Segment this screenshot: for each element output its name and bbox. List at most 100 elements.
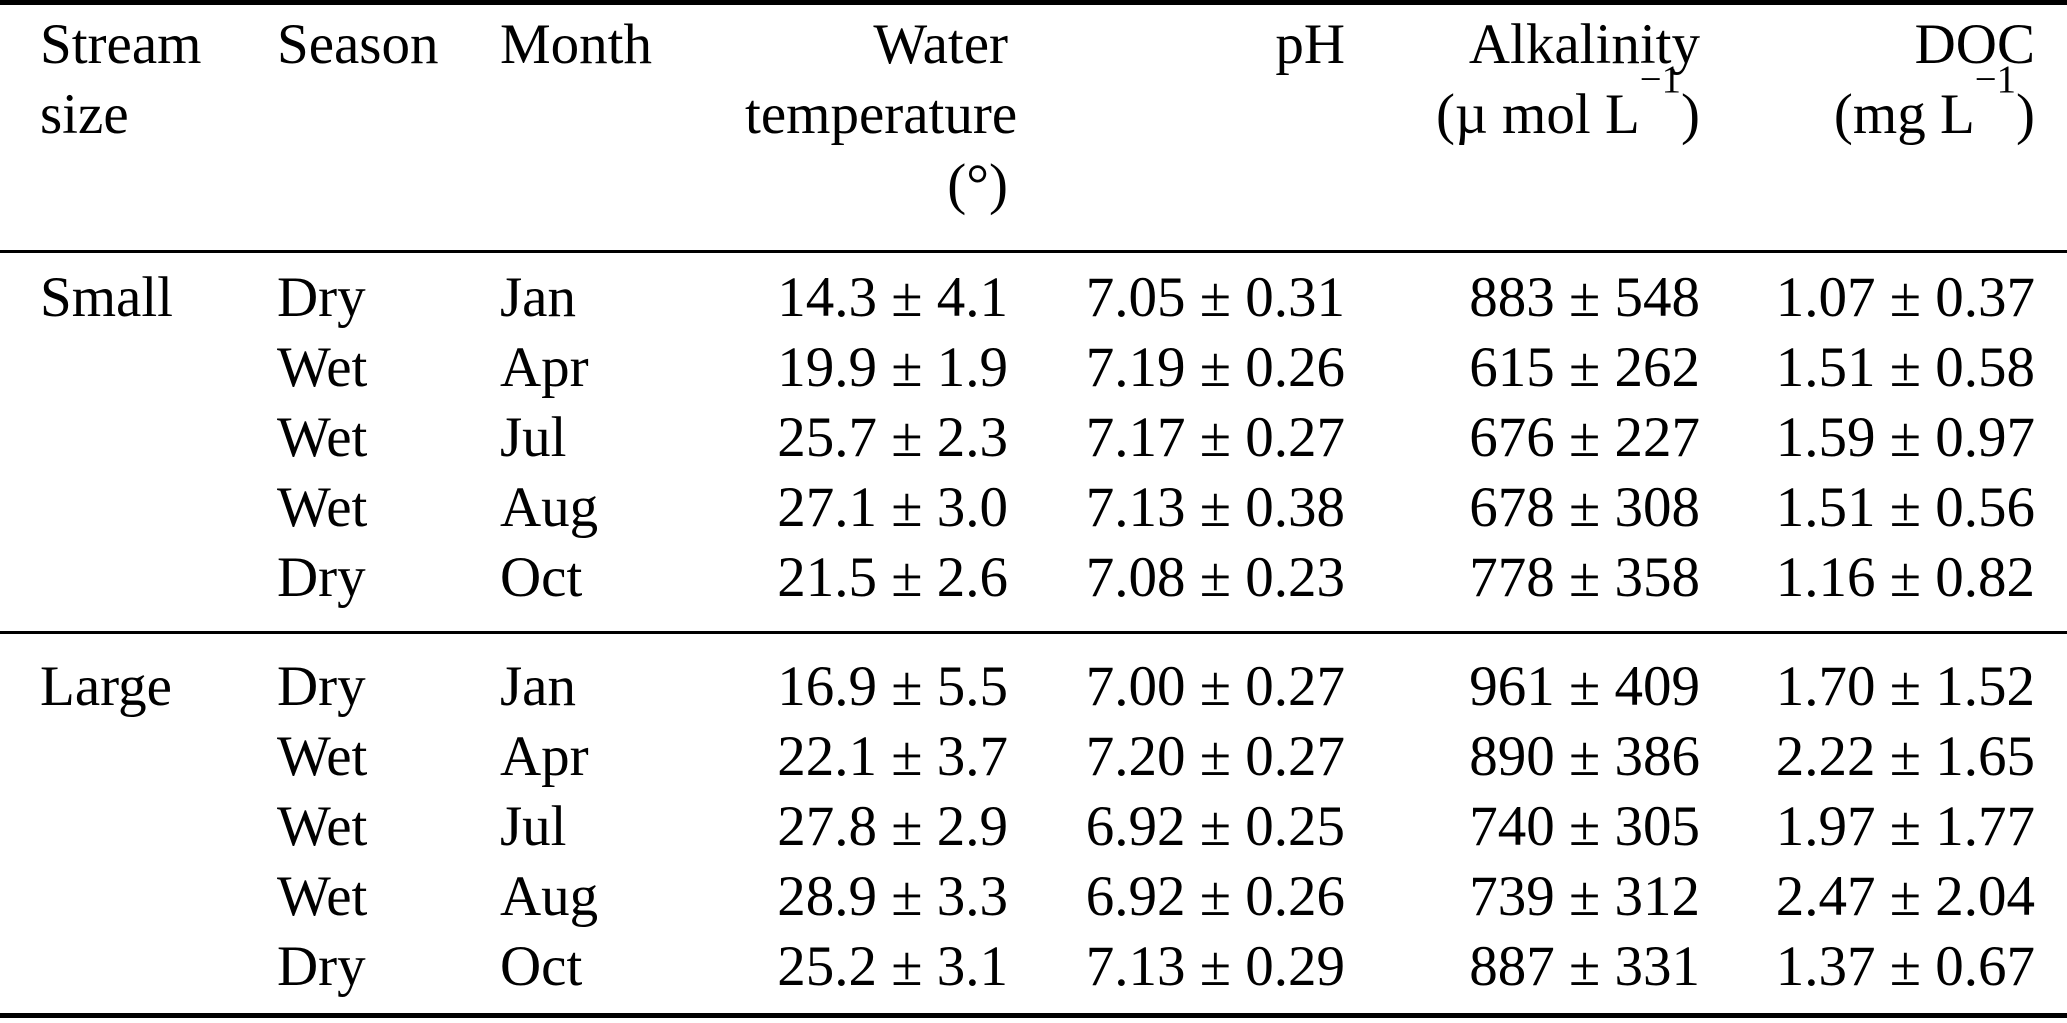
- cell-ph: 7.17 ± 0.27: [1085, 406, 1345, 469]
- cell-water-temperature: 25.2 ± 3.1: [777, 935, 1008, 998]
- doc-unit: (mg L: [1833, 83, 1975, 146]
- table-row: Wet Jul 27.8 ± 2.9 6.92 ± 0.25 740 ± 305…: [0, 792, 2067, 862]
- cell-month: Apr: [500, 336, 589, 399]
- doc-unit-close: ): [2016, 83, 2035, 146]
- cell-doc: 1.16 ± 0.82: [1775, 546, 2035, 609]
- group-large: Large Dry Jan 16.9 ± 5.5 7.00 ± 0.27 961…: [0, 633, 2067, 1016]
- col-header-stream-size: Stream size: [40, 13, 202, 146]
- table-row: Large Dry Jan 16.9 ± 5.5 7.00 ± 0.27 961…: [0, 633, 2067, 723]
- cell-alkalinity: 615 ± 262: [1469, 336, 1700, 399]
- group-small: Small Dry Jan 14.3 ± 4.1 7.05 ± 0.31 883…: [0, 252, 2067, 633]
- cell-doc: 1.07 ± 0.37: [1775, 266, 2035, 329]
- table-row: Wet Aug 27.1 ± 3.0 7.13 ± 0.38 678 ± 308…: [0, 473, 2067, 543]
- cell-doc: 1.51 ± 0.58: [1775, 336, 2035, 399]
- cell-doc: 1.97 ± 1.77: [1775, 795, 2035, 858]
- cell-month: Jul: [500, 795, 567, 858]
- table-row: Dry Oct 25.2 ± 3.1 7.13 ± 0.29 887 ± 331…: [0, 932, 2067, 1016]
- cell-water-temperature: 27.1 ± 3.0: [777, 476, 1008, 539]
- cell-stream-size: [0, 333, 277, 403]
- cell-stream-size: [0, 932, 277, 1016]
- cell-stream-size: [0, 722, 277, 792]
- cell-ph: 7.13 ± 0.29: [1085, 935, 1345, 998]
- cell-stream-size: Small: [40, 266, 174, 329]
- col-header-doc: DOC (mg L−1): [1700, 3, 2067, 252]
- cell-ph: 6.92 ± 0.25: [1085, 795, 1345, 858]
- cell-stream-size: Large: [40, 655, 172, 718]
- alkalinity-label: Alkalinity: [1468, 13, 1700, 76]
- table-row: Wet Apr 19.9 ± 1.9 7.19 ± 0.26 615 ± 262…: [0, 333, 2067, 403]
- cell-water-temperature: 14.3 ± 4.1: [777, 266, 1008, 329]
- cell-water-temperature: 27.8 ± 2.9: [777, 795, 1008, 858]
- col-header-season: Season: [277, 13, 439, 76]
- cell-month: Jan: [500, 655, 576, 718]
- table-row: Wet Apr 22.1 ± 3.7 7.20 ± 0.27 890 ± 386…: [0, 722, 2067, 792]
- cell-stream-size: [0, 543, 277, 633]
- cell-ph: 7.08 ± 0.23: [1085, 546, 1345, 609]
- cell-season: Dry: [277, 266, 366, 329]
- cell-season: Wet: [277, 476, 368, 539]
- cell-month: Oct: [500, 935, 583, 998]
- alkalinity-unit-close: ): [1681, 83, 1700, 146]
- col-header-ph: pH: [1275, 13, 1345, 76]
- cell-season: Wet: [277, 725, 368, 788]
- cell-water-temperature: 28.9 ± 3.3: [777, 865, 1008, 928]
- cell-water-temperature: 19.9 ± 1.9: [777, 336, 1008, 399]
- cell-month: Apr: [500, 725, 589, 788]
- cell-stream-size: [0, 403, 277, 473]
- cell-month: Aug: [500, 476, 599, 539]
- cell-doc: 2.22 ± 1.65: [1775, 725, 2035, 788]
- cell-ph: 7.20 ± 0.27: [1085, 725, 1345, 788]
- table-row: Small Dry Jan 14.3 ± 4.1 7.05 ± 0.31 883…: [0, 252, 2067, 334]
- cell-month: Jul: [500, 406, 567, 469]
- cell-month: Oct: [500, 546, 583, 609]
- cell-alkalinity: 778 ± 358: [1469, 546, 1700, 609]
- cell-ph: 6.92 ± 0.26: [1085, 865, 1345, 928]
- doc-unit-exponent: −1: [1974, 57, 2017, 101]
- cell-season: Wet: [277, 795, 368, 858]
- cell-month: Jan: [500, 266, 576, 329]
- doc-label: DOC: [1914, 13, 2035, 76]
- cell-season: Wet: [277, 865, 368, 928]
- alkalinity-unit-exponent: −1: [1639, 57, 1682, 101]
- cell-alkalinity: 890 ± 386: [1469, 725, 1700, 788]
- cell-stream-size: [0, 862, 277, 932]
- col-header-month: Month: [500, 13, 653, 76]
- table-row: Wet Aug 28.9 ± 3.3 6.92 ± 0.26 739 ± 312…: [0, 862, 2067, 932]
- cell-water-temperature: 21.5 ± 2.6: [777, 546, 1008, 609]
- cell-alkalinity: 883 ± 548: [1469, 266, 1700, 329]
- table-row: Dry Oct 21.5 ± 2.6 7.08 ± 0.23 778 ± 358…: [0, 543, 2067, 633]
- table-row: Wet Jul 25.7 ± 2.3 7.17 ± 0.27 676 ± 227…: [0, 403, 2067, 473]
- cell-doc: 1.37 ± 0.67: [1775, 935, 2035, 998]
- cell-doc: 1.70 ± 1.52: [1775, 655, 2035, 718]
- cell-season: Dry: [277, 935, 366, 998]
- col-header-water-temperature: Water temperature (°): [745, 13, 1018, 216]
- cell-water-temperature: 25.7 ± 2.3: [777, 406, 1008, 469]
- cell-stream-size: [0, 473, 277, 543]
- cell-season: Wet: [277, 406, 368, 469]
- cell-stream-size: [0, 792, 277, 862]
- cell-alkalinity: 961 ± 409: [1469, 655, 1700, 718]
- cell-season: Dry: [277, 655, 366, 718]
- cell-alkalinity: 739 ± 312: [1469, 865, 1700, 928]
- cell-ph: 7.05 ± 0.31: [1085, 266, 1345, 329]
- cell-ph: 7.00 ± 0.27: [1085, 655, 1345, 718]
- col-header-alkalinity: Alkalinity (µ mol L−1): [1345, 3, 1700, 252]
- cell-water-temperature: 16.9 ± 5.5: [777, 655, 1008, 718]
- cell-season: Dry: [277, 546, 366, 609]
- header-row: Stream size Season Month Water temperatu…: [0, 3, 2067, 252]
- cell-ph: 7.19 ± 0.26: [1085, 336, 1345, 399]
- cell-doc: 2.47 ± 2.04: [1775, 865, 2035, 928]
- cell-doc: 1.51 ± 0.56: [1775, 476, 2035, 539]
- alkalinity-unit: (µ mol L: [1435, 83, 1640, 146]
- cell-alkalinity: 887 ± 331: [1469, 935, 1700, 998]
- cell-season: Wet: [277, 336, 368, 399]
- cell-alkalinity: 740 ± 305: [1469, 795, 1700, 858]
- cell-doc: 1.59 ± 0.97: [1775, 406, 2035, 469]
- cell-water-temperature: 22.1 ± 3.7: [777, 725, 1008, 788]
- cell-ph: 7.13 ± 0.38: [1085, 476, 1345, 539]
- cell-month: Aug: [500, 865, 599, 928]
- cell-alkalinity: 676 ± 227: [1469, 406, 1700, 469]
- cell-alkalinity: 678 ± 308: [1469, 476, 1700, 539]
